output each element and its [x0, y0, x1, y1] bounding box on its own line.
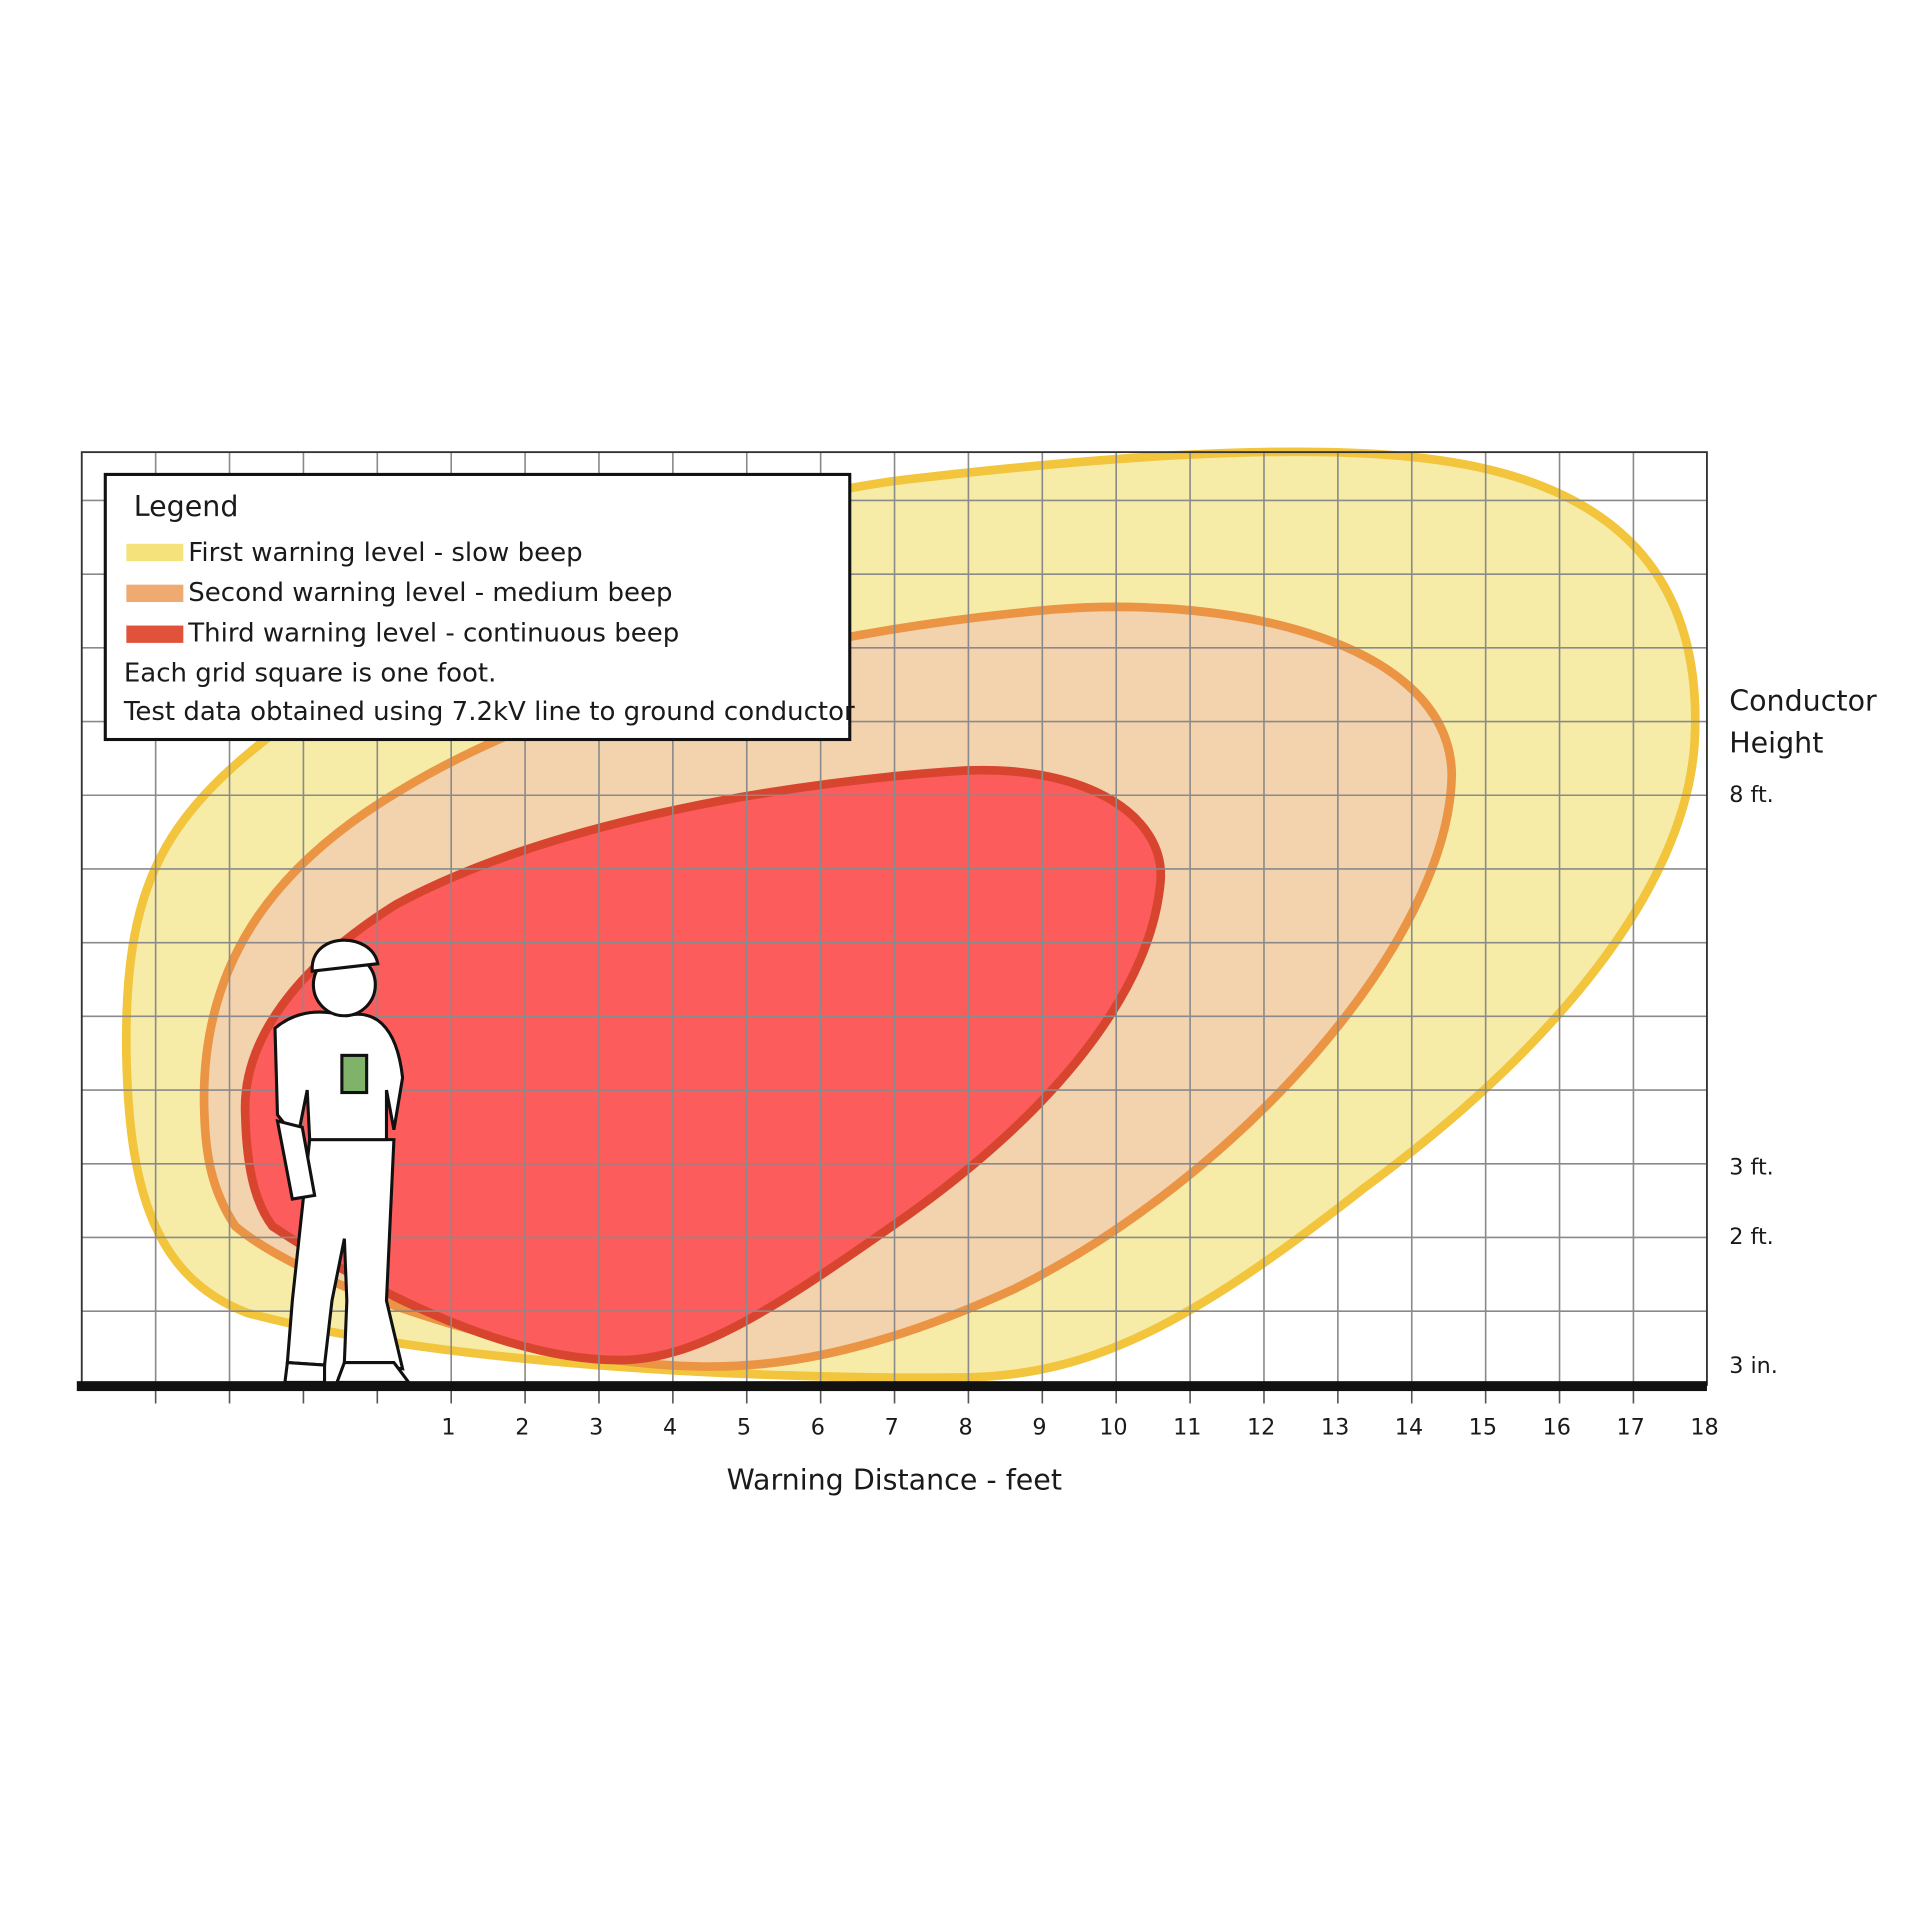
legend-note: Test data obtained using 7.2kV line to g…: [123, 697, 855, 727]
legend-note: Each grid square is one foot.: [124, 658, 497, 688]
x-tick-label: 15: [1469, 1415, 1497, 1441]
legend: Legend First warning level - slow beep S…: [103, 472, 855, 742]
ground-line: [76, 1381, 1707, 1392]
y-tick-label: 3 ft.: [1729, 1155, 1774, 1181]
y-tick-label: 2 ft.: [1729, 1224, 1774, 1250]
x-axis-title: Warning Distance - feet: [727, 1463, 1062, 1496]
x-tick-label: 2: [515, 1415, 529, 1441]
y-tick-label: 3 in.: [1729, 1353, 1778, 1379]
x-axis: 1 2 3 4 5 6 7 8 9 10 11 12 13 14 15 16 17 18: [441, 1415, 1718, 1441]
x-tick-label: 14: [1395, 1415, 1423, 1441]
x-tick-label: 1: [441, 1415, 455, 1441]
x-tick-label: 17: [1616, 1415, 1644, 1441]
legend-box: [103, 472, 852, 742]
x-tick-label: 7: [885, 1415, 899, 1441]
y-tick-label: 8 ft.: [1729, 782, 1774, 808]
x-tick-label: 10: [1099, 1415, 1127, 1441]
legend-title: Legend: [134, 490, 239, 523]
x-tick-label: 12: [1247, 1415, 1275, 1441]
legend-swatch: [126, 625, 184, 643]
x-tick-label: 16: [1543, 1415, 1571, 1441]
legend-item: Second warning level - medium beep: [188, 578, 672, 608]
x-tick-label: 11: [1173, 1415, 1201, 1441]
worker-figure: [273, 938, 412, 1384]
x-tick-label: 8: [959, 1415, 973, 1441]
x-tick-label: 3: [589, 1415, 603, 1441]
x-tick-label: 6: [811, 1415, 825, 1441]
legend-swatch: [126, 543, 184, 562]
x-tick-label: 4: [663, 1415, 677, 1441]
x-tick-label: 5: [737, 1415, 751, 1441]
legend-item: Third warning level - continuous beep: [187, 619, 679, 649]
x-tick-label: 13: [1321, 1415, 1349, 1441]
x-tick-label: 9: [1032, 1415, 1046, 1441]
legend-swatch: [126, 584, 184, 603]
legend-item: First warning level - slow beep: [188, 538, 582, 568]
y-axis-title: Height: [1729, 726, 1823, 759]
x-tick-label: 18: [1690, 1415, 1718, 1441]
y-axis-title: Conductor: [1729, 684, 1877, 717]
